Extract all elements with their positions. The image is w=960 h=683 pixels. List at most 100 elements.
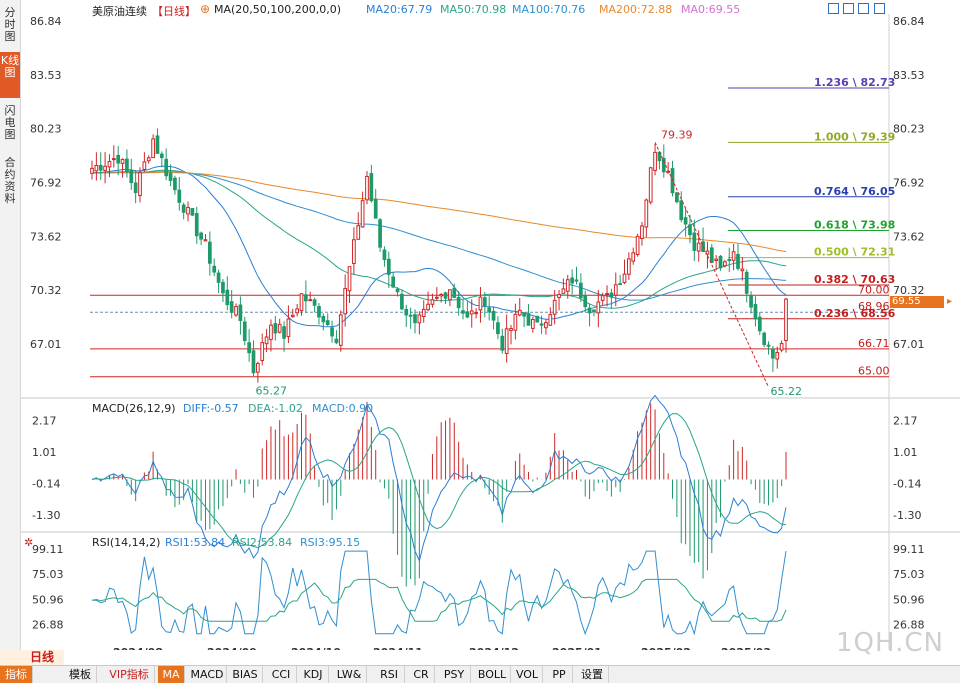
candle-body — [762, 332, 767, 346]
tab-cci[interactable]: CCI — [266, 666, 297, 683]
zoom-in-icon[interactable] — [858, 3, 869, 14]
sidebar-tab-kline[interactable]: K线图 — [0, 52, 20, 98]
ma20-line — [91, 165, 787, 328]
period-badge[interactable]: 日线 — [0, 650, 64, 665]
candle-body — [635, 235, 640, 255]
candle-body — [299, 293, 304, 312]
macd-value: MACD:0.90 — [312, 402, 373, 415]
high-annotation: 79.39 — [661, 128, 693, 141]
candle-body — [784, 298, 788, 341]
rsi-settings-icon[interactable]: ✲ — [24, 536, 33, 549]
level-label: 66.71 — [858, 337, 890, 350]
sidebar-tab-flash[interactable]: 闪电图 — [4, 104, 16, 141]
tab-bias[interactable]: BIAS — [228, 666, 263, 683]
symbol-title: 美原油连续 — [92, 5, 147, 18]
chart-area[interactable]: 70.00 68.96 66.71 65.00 1.236 \ 82.73 1.000 \… — [0, 0, 960, 650]
x-tick-label: 2025/02 — [641, 646, 691, 650]
x-tick-label: 2024/08 — [113, 646, 163, 650]
rsi-tick-right: 99.11 — [893, 543, 925, 556]
candle-body — [417, 314, 422, 324]
ma-params: MA(20,50,100,200,0,0) — [214, 3, 342, 16]
candle-body — [334, 338, 339, 344]
candle-body — [408, 314, 413, 317]
fib-label: 1.236 \ 82.73 — [814, 76, 895, 89]
candle-body — [378, 219, 382, 248]
candle-body — [491, 310, 496, 321]
fullscreen-icon[interactable] — [874, 3, 885, 14]
tab-boll[interactable]: BOLL — [474, 666, 511, 683]
candle-body — [199, 232, 203, 240]
tab-pp[interactable]: PP — [546, 666, 573, 683]
candle-body — [125, 158, 129, 173]
candle-body — [168, 172, 173, 181]
candle-body — [714, 258, 719, 262]
candle-body — [443, 292, 448, 299]
fib-trend-line — [654, 142, 769, 388]
candle-body — [461, 310, 465, 314]
candle-body — [212, 265, 217, 273]
candle-body — [696, 242, 701, 252]
price-tick-right: 70.32 — [893, 284, 925, 297]
candle-body — [548, 314, 553, 326]
price-tick-right: 80.23 — [893, 123, 925, 136]
candle-body — [692, 232, 697, 251]
candle-body — [661, 157, 666, 173]
x-tick-label: 2024/10 — [291, 646, 341, 650]
candle-body — [391, 276, 396, 288]
candle-body — [749, 295, 753, 308]
indicator-toolbar: 指标 模板 VIP指标 MA MACD BIAS CCI KDJ LW& RSI… — [0, 665, 960, 683]
tab-cr[interactable]: CR — [408, 666, 435, 683]
crosshair-icon[interactable] — [828, 3, 839, 14]
tab-settings[interactable]: 设置 — [576, 666, 609, 683]
sidebar-tab-timeshare[interactable]: 分时图 — [4, 6, 16, 43]
fib-label: 0.618 \ 73.98 — [814, 218, 895, 231]
candle-body — [644, 199, 649, 228]
candle-body — [194, 213, 199, 237]
tab-lw[interactable]: LW& — [332, 666, 367, 683]
tab-rsi[interactable]: RSI — [374, 666, 405, 683]
tab-template[interactable]: 模板 — [64, 666, 97, 683]
rsi-tick-right: 26.88 — [893, 618, 925, 631]
candle-body — [382, 249, 387, 261]
period-label[interactable]: 【日线】 — [152, 5, 196, 18]
sidebar-tab-contract[interactable]: 合约资料 — [4, 156, 16, 205]
candle-body — [570, 277, 574, 284]
fib-label: 0.236 \ 68.56 — [814, 307, 896, 320]
candle-body — [439, 293, 444, 297]
tab-macd[interactable]: MACD — [188, 666, 227, 683]
candle-body — [207, 241, 212, 264]
price-tick-right: 73.62 — [893, 230, 925, 243]
zoom-out-icon[interactable] — [843, 3, 854, 14]
tab-vol[interactable]: VOL — [512, 666, 543, 683]
candle-body — [347, 266, 352, 292]
candle-body — [400, 293, 404, 310]
candle-body — [238, 304, 243, 322]
candle-body — [360, 200, 365, 228]
ma50-line — [91, 169, 787, 309]
tab-indicator[interactable]: 指标 — [0, 666, 33, 683]
settings-icon[interactable]: ⊕ — [200, 2, 211, 16]
candle-body — [216, 272, 221, 283]
candle-body — [679, 200, 684, 221]
tab-kdj[interactable]: KDJ — [298, 666, 329, 683]
candle-body — [151, 138, 155, 159]
candle-body — [269, 324, 273, 340]
candle-body — [111, 158, 116, 161]
candle-body — [282, 326, 286, 339]
candle-body — [190, 208, 195, 216]
level-label: 68.96 — [858, 300, 890, 313]
tab-ma[interactable]: MA — [158, 666, 185, 683]
candle-body — [107, 160, 112, 168]
x-tick-label: 2025/03 — [721, 646, 771, 650]
candle-body — [404, 308, 409, 316]
candle-body — [369, 173, 374, 202]
candle-body — [133, 182, 138, 194]
tab-vip-indicator[interactable]: VIP指标 — [104, 666, 155, 683]
rsi-tick-right: 75.03 — [893, 568, 925, 581]
candle-body — [474, 312, 478, 315]
tab-psy[interactable]: PSY — [438, 666, 471, 683]
candle-body — [530, 319, 535, 329]
low-annotation: 65.22 — [771, 385, 803, 398]
fib-label: 0.382 \ 70.63 — [814, 273, 895, 286]
price-tick-left: 67.01 — [30, 338, 62, 351]
